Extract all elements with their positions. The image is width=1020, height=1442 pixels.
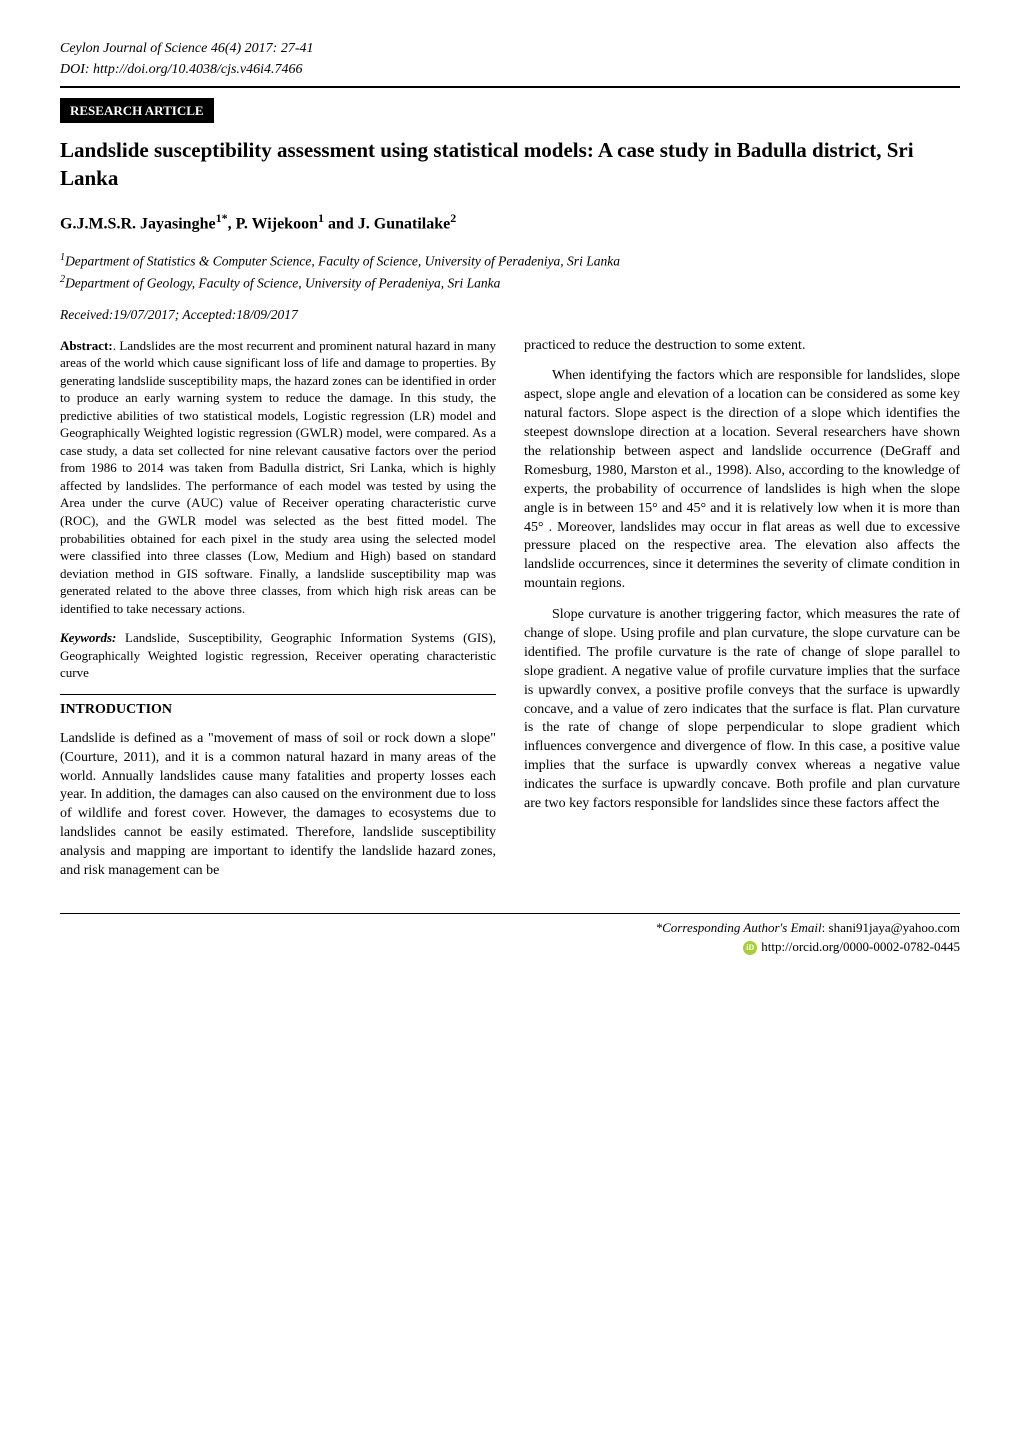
dates: Received:19/07/2017; Accepted:18/09/2017 [60, 306, 960, 324]
header-rule [60, 86, 960, 88]
doi-line: DOI: http://doi.org/10.4038/cjs.v46i4.74… [60, 61, 960, 80]
intro-paragraph-1-cont: practiced to reduce the destruction to s… [524, 337, 960, 356]
journal-line: Ceylon Journal of Science 46(4) 2017: 27… [60, 40, 960, 59]
footer-rule [60, 913, 960, 914]
footer: *Corresponding Author's Email: shani91ja… [60, 918, 960, 957]
two-column-layout: Abstract:. Landslides are the most recur… [60, 337, 960, 893]
orcid-line: http://orcid.org/0000-0002-0782-0445 [60, 937, 960, 957]
orcid-url: http://orcid.org/0000-0002-0782-0445 [761, 939, 960, 954]
affiliations: 1Department of Statistics & Computer Sci… [60, 251, 960, 292]
keywords-label: Keywords: [60, 630, 116, 645]
corresponding-author-label: *Corresponding Author's Email [656, 920, 822, 935]
affiliation-2: 2Department of Geology, Faculty of Scien… [60, 273, 960, 293]
affiliation-1: 1Department of Statistics & Computer Sci… [60, 251, 960, 271]
right-column: practiced to reduce the destruction to s… [524, 337, 960, 893]
corresponding-author: *Corresponding Author's Email: shani91ja… [60, 918, 960, 938]
abstract: Abstract:. Landslides are the most recur… [60, 337, 496, 618]
left-column: Abstract:. Landslides are the most recur… [60, 337, 496, 893]
affiliation-2-text: Department of Geology, Faculty of Scienc… [65, 275, 500, 290]
article-title: Landslide susceptibility assessment usin… [60, 137, 960, 192]
authors: G.J.M.S.R. Jayasinghe1*, P. Wijekoon1 an… [60, 210, 960, 235]
keywords: Keywords: Landslide, Susceptibility, Geo… [60, 629, 496, 682]
corresponding-author-email: : shani91jaya@yahoo.com [822, 920, 960, 935]
page-header: Ceylon Journal of Science 46(4) 2017: 27… [60, 40, 960, 137]
keywords-text: Landslide, Susceptibility, Geographic In… [60, 630, 496, 680]
abstract-body: . Landslides are the most recurrent and … [60, 338, 496, 616]
section-divider [60, 694, 496, 695]
intro-paragraph-2: When identifying the factors which are r… [524, 367, 960, 594]
section-heading-introduction: INTRODUCTION [60, 701, 496, 720]
abstract-label: Abstract: [60, 338, 113, 353]
orcid-icon [743, 941, 757, 955]
article-type-badge: RESEARCH ARTICLE [60, 98, 214, 124]
intro-paragraph-1: Landslide is defined as a "movement of m… [60, 730, 496, 881]
affiliation-1-text: Department of Statistics & Computer Scie… [65, 253, 620, 268]
intro-paragraph-3: Slope curvature is another triggering fa… [524, 606, 960, 814]
